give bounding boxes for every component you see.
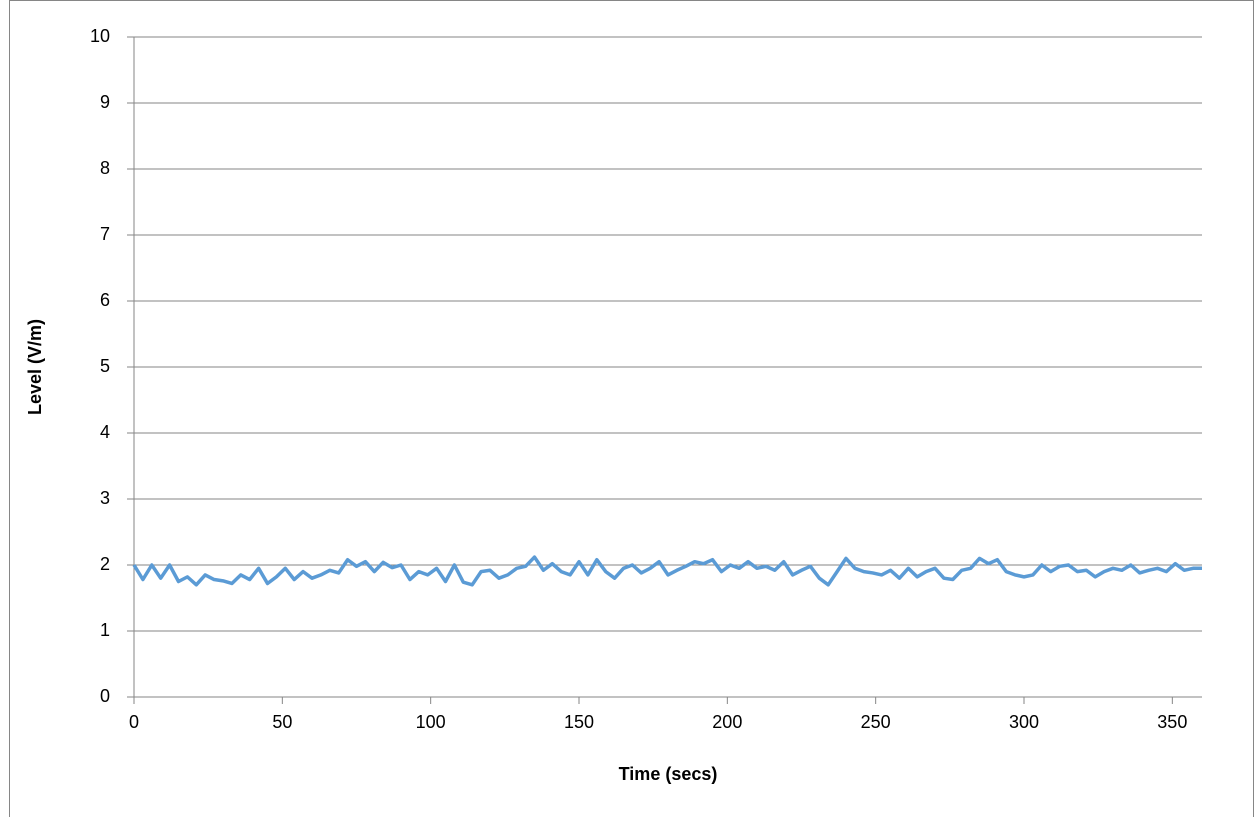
x-tick-label: 350	[1157, 712, 1187, 732]
y-tick-label: 8	[100, 158, 110, 178]
x-tick-label: 250	[861, 712, 891, 732]
y-tick-label: 3	[100, 488, 110, 508]
y-tick-label: 0	[100, 686, 110, 706]
y-tick-label: 7	[100, 224, 110, 244]
y-tick-label: 1	[100, 620, 110, 640]
y-tick-label: 10	[90, 26, 110, 46]
y-tick-label: 2	[100, 554, 110, 574]
x-tick-label: 300	[1009, 712, 1039, 732]
x-tick-label: 100	[416, 712, 446, 732]
x-tick-label: 0	[129, 712, 139, 732]
data-line	[132, 555, 1202, 587]
x-tick-label: 50	[272, 712, 292, 732]
y-axis-title: Level (V/m)	[25, 319, 45, 415]
y-tick-label: 9	[100, 92, 110, 112]
x-tick-label: 200	[712, 712, 742, 732]
y-tick-label: 5	[100, 356, 110, 376]
chart-frame	[9, 0, 1254, 817]
y-tick-label: 6	[100, 290, 110, 310]
x-axis-title: Time (secs)	[619, 764, 718, 784]
x-tick-label: 150	[564, 712, 594, 732]
y-tick-label: 4	[100, 422, 110, 442]
